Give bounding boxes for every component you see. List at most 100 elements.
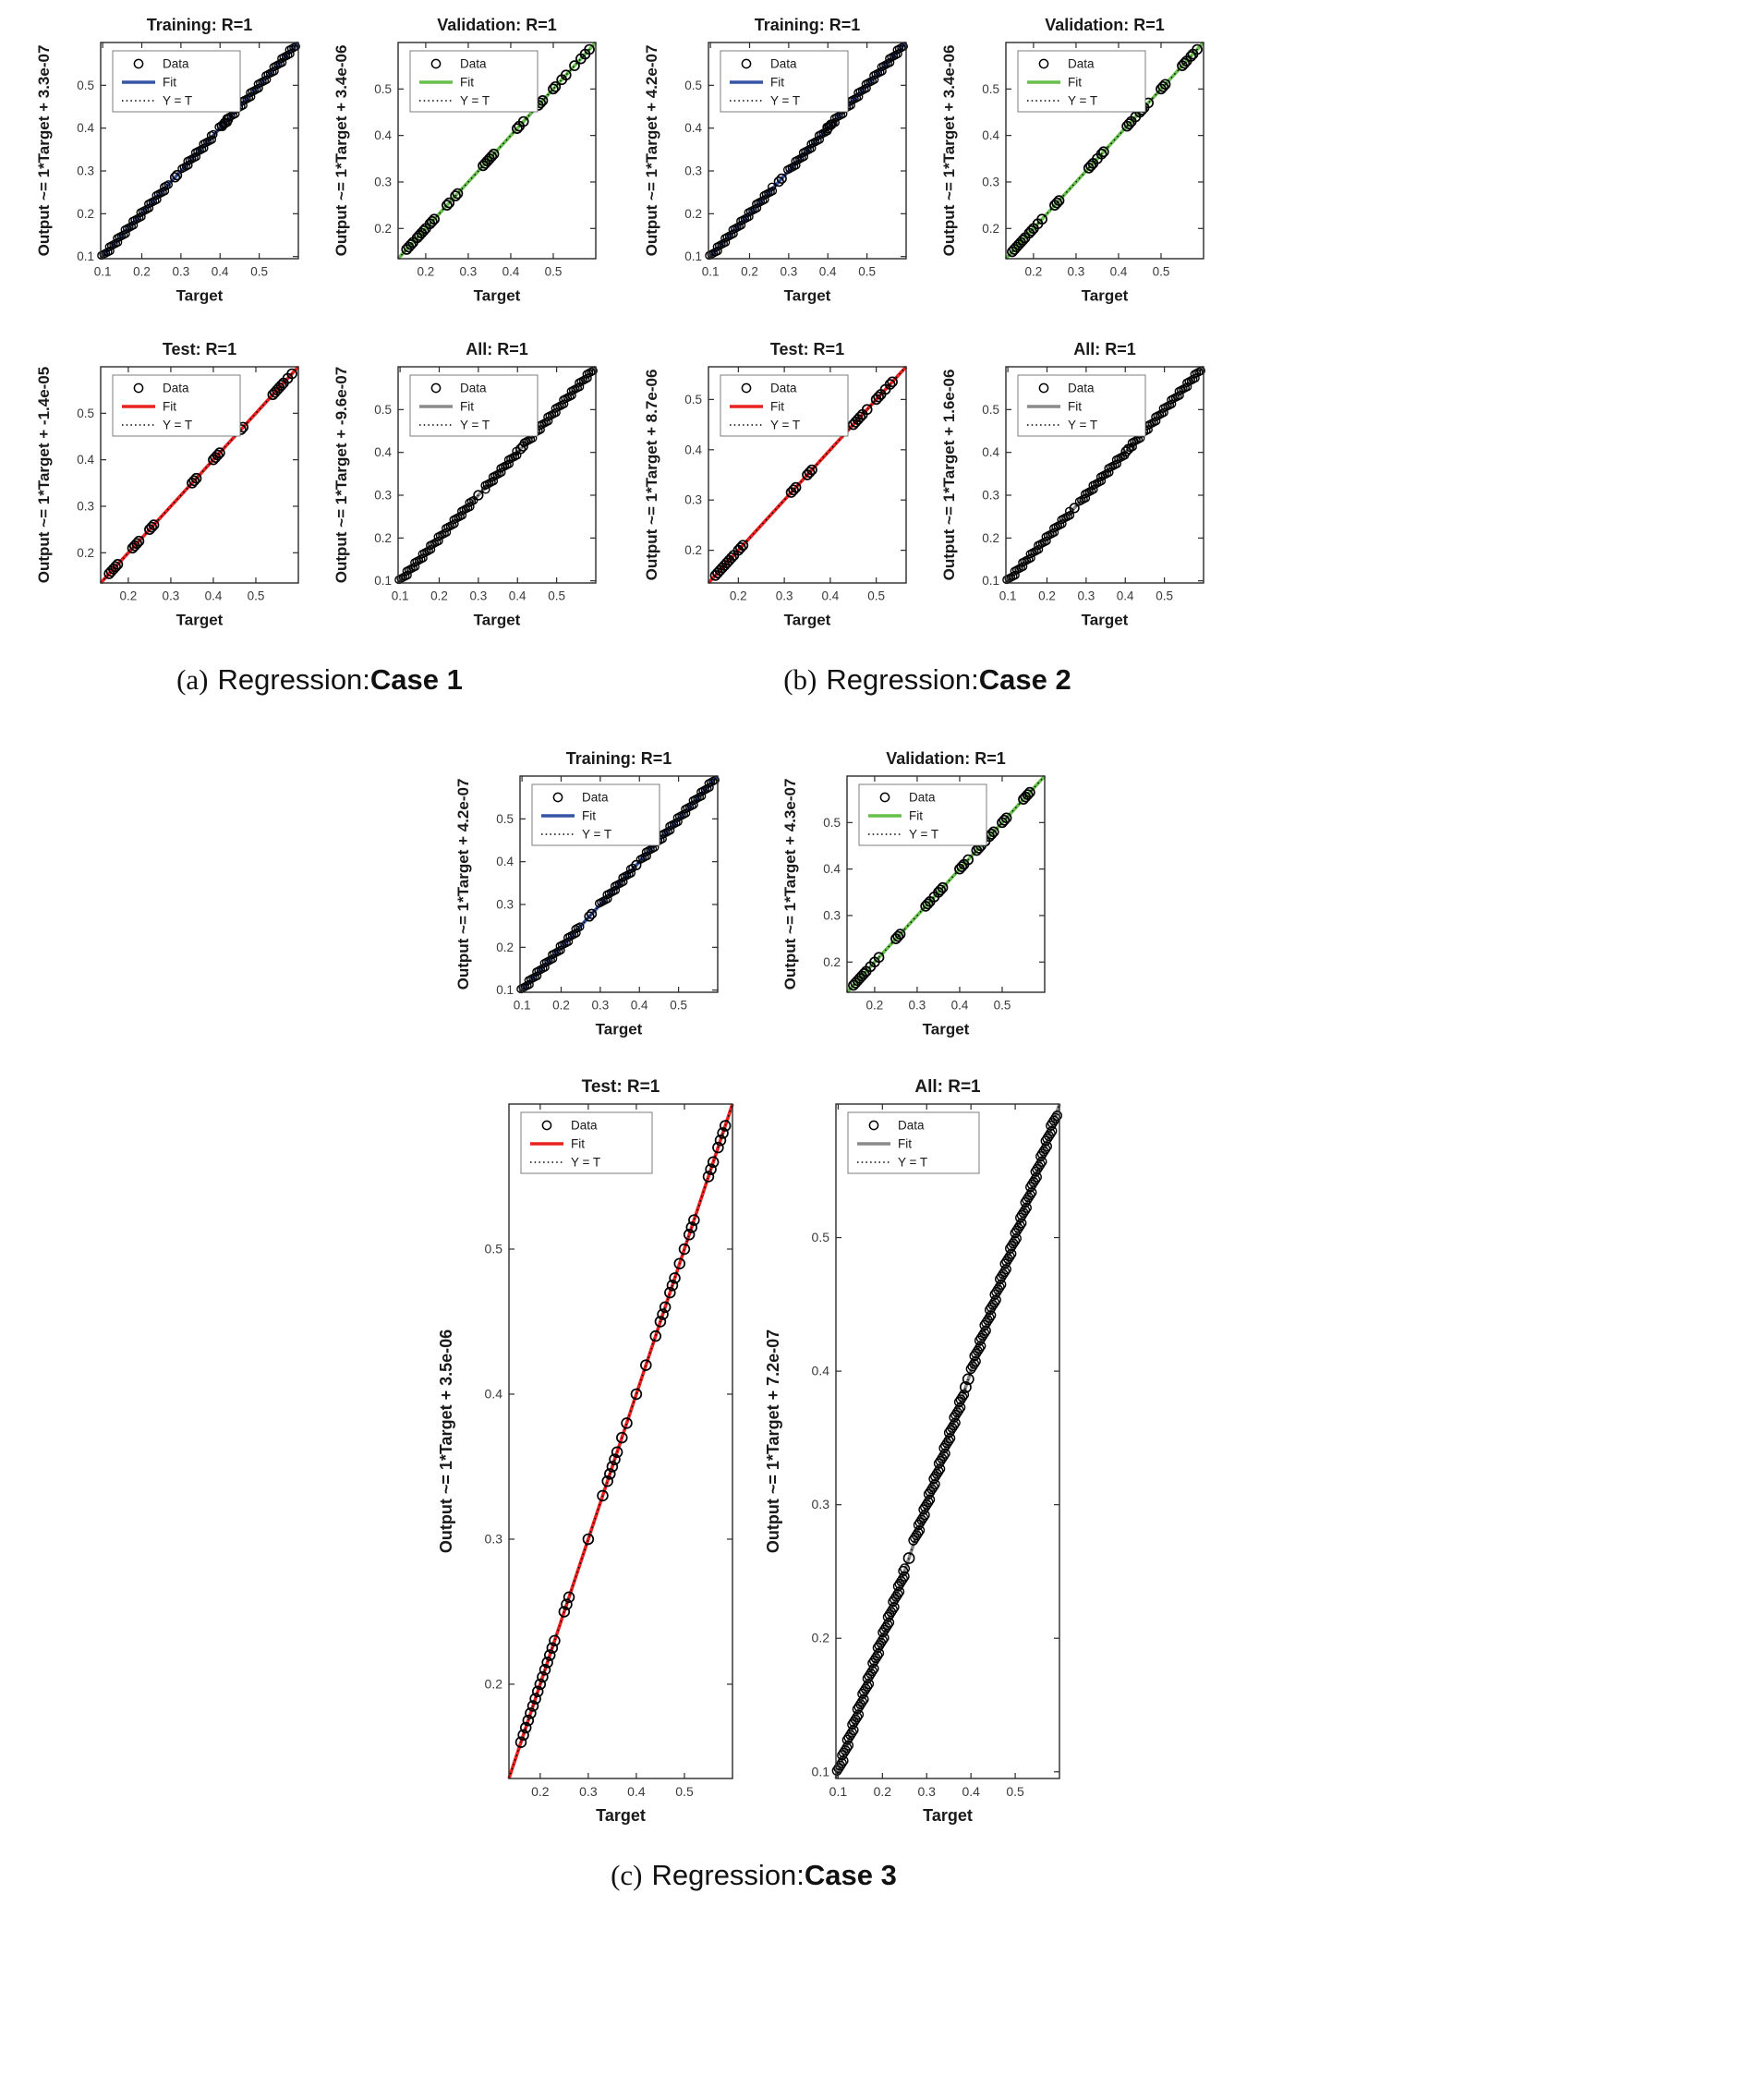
- tick-labels: 0.2 0.2 0.3 0.3 0.4 0.4 0.5 0.5: [374, 82, 562, 279]
- data-point-marker: [480, 485, 490, 494]
- data-point-marker: [965, 1364, 976, 1375]
- data-point-marker: [806, 143, 817, 153]
- data-point-marker: [1042, 1133, 1053, 1144]
- y-tick-label: 0.2: [812, 1631, 830, 1645]
- data-point-marker: [277, 57, 286, 67]
- data-point-marker: [1104, 467, 1114, 478]
- data-point-marker: [621, 1417, 633, 1429]
- x-axis-label: Target: [176, 287, 223, 305]
- data-point-marker: [212, 449, 223, 461]
- data-point-marker: [1034, 1161, 1045, 1172]
- data-point-marker: [1020, 1196, 1031, 1208]
- data-point-marker: [987, 826, 999, 838]
- data-point-marker: [559, 399, 568, 408]
- data-point-marker: [1167, 399, 1176, 408]
- legend-yt-label: Y = T: [582, 828, 611, 842]
- data-point-marker: [850, 1714, 861, 1725]
- data-point-marker: [618, 877, 628, 887]
- y-tick-label: 0.3: [374, 176, 392, 189]
- data-point-marker: [428, 213, 440, 225]
- data-point-marker: [933, 1458, 944, 1469]
- legend-data-marker-icon: [430, 58, 441, 69]
- all-plot-svg: 0.1 0.1 0.2 0.2 0.3 0.3 0.4 0.4 0.5 0.5 All: R=1 Ta…: [764, 1077, 1063, 1825]
- data-point-marker: [133, 535, 144, 547]
- legend-fit-label: Fit: [460, 76, 474, 90]
- data-point-marker: [768, 186, 777, 196]
- plot-title: Training: R=1: [754, 16, 860, 34]
- data-point-marker: [539, 963, 550, 972]
- data-point-marker: [1036, 1148, 1047, 1159]
- data-point-marker: [269, 67, 279, 76]
- legend-fit-label: Fit: [571, 1137, 585, 1151]
- data-point-marker: [1016, 1209, 1027, 1220]
- data-point-marker: [872, 1650, 883, 1661]
- x-tick-label: 0.3: [591, 999, 609, 1013]
- plot-frame: [99, 366, 299, 584]
- data-point-marker: [994, 1274, 1005, 1285]
- y-equals-t-line: [518, 775, 719, 993]
- plot-frame: [707, 42, 907, 260]
- data-point-marker: [999, 1258, 1011, 1269]
- data-point-marker: [953, 1397, 964, 1408]
- data-point-marker: [860, 1683, 871, 1694]
- data-point-marker: [275, 380, 286, 391]
- data-point-marker: [1040, 1135, 1051, 1147]
- y-tick-label: 0.5: [77, 407, 94, 420]
- data-point-marker: [1034, 545, 1043, 554]
- x-tick-label: 0.2: [430, 589, 448, 603]
- data-point-marker: [465, 502, 475, 512]
- data-point-marker: [1182, 382, 1192, 392]
- y-tick-label: 0.1: [496, 983, 514, 997]
- data-point-marker: [799, 152, 808, 162]
- tick-labels: 0.10.10.20.20.30.30.40.40.50.5: [982, 403, 1173, 603]
- data-point-marker: [955, 1394, 966, 1405]
- data-point-marker: [848, 1717, 859, 1728]
- data-point-marker: [1041, 536, 1051, 546]
- data-point-marker: [702, 1171, 715, 1183]
- data-point-marker: [1050, 197, 1062, 209]
- y-axis-label: Output ~= 1*Target + -1.4e-05: [35, 367, 53, 583]
- data-point-marker: [937, 881, 948, 893]
- legend-box: [409, 374, 538, 437]
- data-points: [515, 775, 720, 994]
- y-tick-label: 0.2: [374, 531, 392, 545]
- data-point-marker: [1084, 160, 1096, 172]
- legend-fit-label: Fit: [163, 76, 176, 90]
- data-point-marker: [953, 1404, 964, 1415]
- data-point-marker: [922, 898, 933, 910]
- data-point-marker: [914, 1517, 926, 1528]
- data-point-marker: [642, 851, 651, 861]
- data-point-marker: [928, 1481, 939, 1492]
- data-point-marker: [549, 80, 561, 92]
- x-tick-label: 0.4: [962, 1784, 980, 1799]
- data-point-marker: [1016, 1218, 1027, 1229]
- data-point-marker: [560, 69, 572, 81]
- data-point-marker: [939, 1448, 950, 1459]
- data-point-marker: [974, 1343, 985, 1354]
- data-point-marker: [549, 1634, 561, 1647]
- data-point-marker: [941, 1438, 952, 1449]
- legend: Data Fit Y = T: [720, 50, 848, 113]
- x-axis-label: Target: [1081, 287, 1128, 305]
- data-point-marker: [1095, 148, 1107, 160]
- data-point-marker: [898, 1565, 909, 1576]
- plot-case1-all: 0.1 0.1 0.2 0.2 0.3 0.3 0.4 0.4 0.5 0.5 All: R=1 Ta…: [328, 330, 610, 649]
- plot-title: Test: R=1: [162, 340, 236, 358]
- data-points: [1001, 366, 1205, 585]
- y-tick-label: 0.2: [982, 531, 999, 545]
- data-point-marker: [841, 1742, 853, 1754]
- data-point-marker: [1030, 1166, 1041, 1177]
- tick-labels: 0.10.10.20.20.30.30.40.40.50.5: [496, 812, 687, 1013]
- data-point-marker: [931, 1468, 942, 1479]
- y-tick-label: 0.3: [77, 164, 94, 178]
- y-tick-label: 0.4: [374, 445, 392, 459]
- data-point-marker: [991, 1286, 1002, 1297]
- y-equals-t-line: [707, 42, 907, 260]
- y-tick-label: 0.5: [823, 816, 841, 830]
- x-axis-label: Target: [783, 287, 830, 305]
- data-point-marker: [433, 536, 443, 546]
- x-axis-label: Target: [473, 612, 520, 629]
- data-point-marker: [945, 1433, 956, 1444]
- legend: Data Fit Y = T: [1017, 374, 1145, 437]
